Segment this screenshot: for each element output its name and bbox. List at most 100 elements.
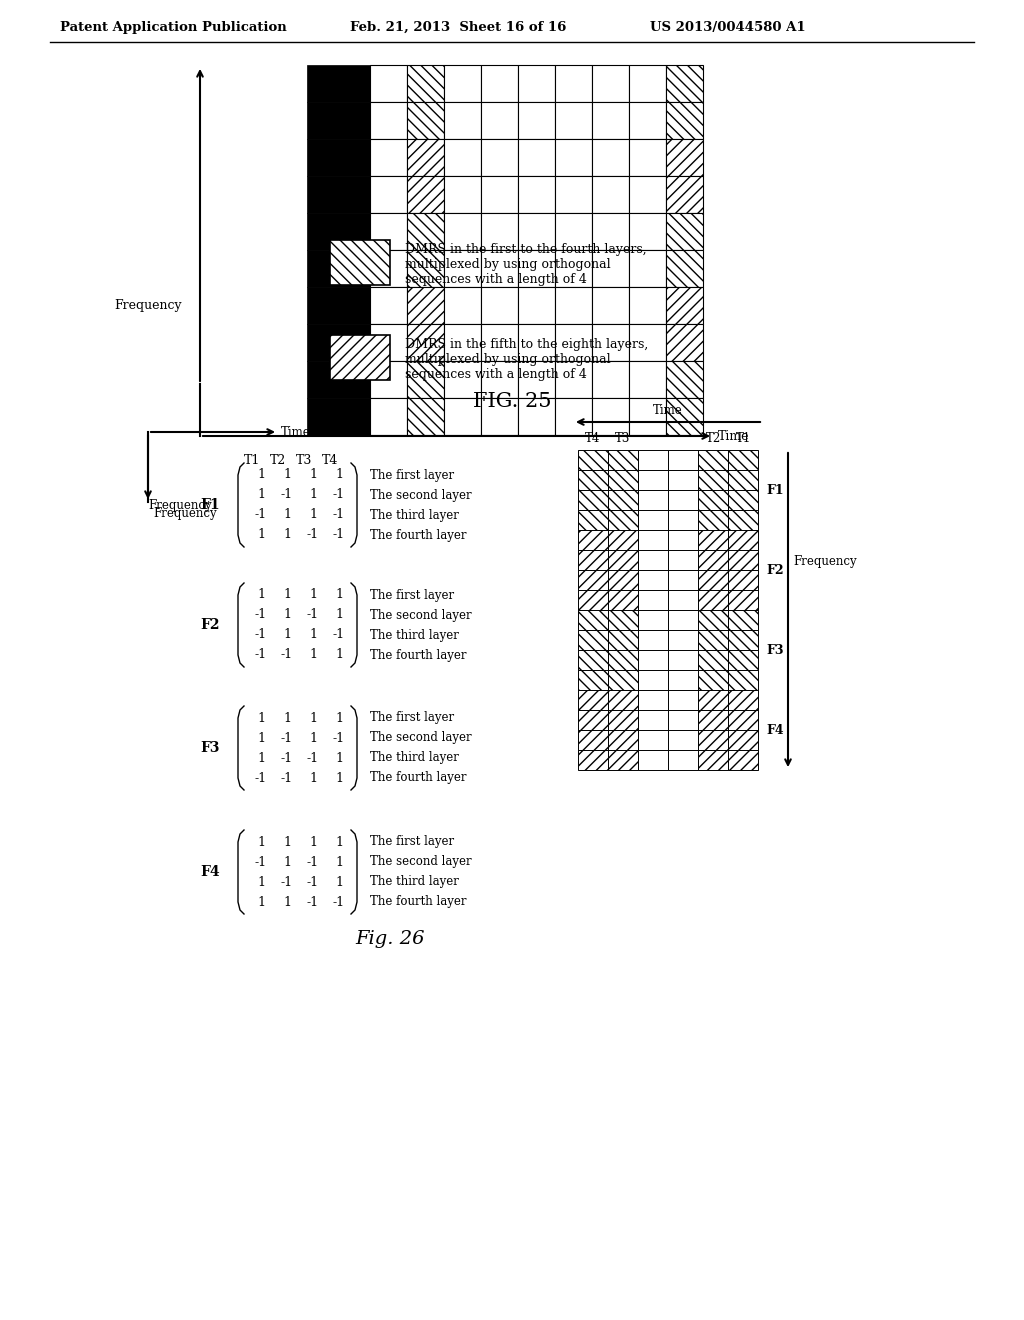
Bar (481, 102, 518, 139)
Text: -1: -1 (281, 731, 293, 744)
Bar (307, 176, 370, 213)
Bar (481, 323, 518, 360)
Bar (518, 360, 555, 399)
Text: 1: 1 (335, 836, 343, 849)
Bar (638, 730, 668, 750)
Bar (629, 399, 666, 436)
Bar (698, 690, 728, 710)
Bar (608, 610, 638, 630)
Bar (728, 671, 758, 690)
Bar (518, 323, 555, 360)
Bar (578, 531, 608, 550)
Text: 1: 1 (335, 711, 343, 725)
Bar (444, 360, 481, 399)
Text: 1: 1 (309, 488, 317, 502)
Bar (481, 176, 518, 213)
Bar (578, 710, 608, 730)
Bar (307, 323, 370, 360)
Bar (668, 730, 698, 750)
Bar (407, 176, 444, 213)
Bar (638, 490, 668, 510)
Bar (592, 102, 629, 139)
Bar (481, 360, 518, 399)
Text: F1: F1 (766, 483, 783, 496)
Text: -1: -1 (333, 895, 345, 908)
Bar (668, 450, 698, 470)
Text: -1: -1 (281, 648, 293, 661)
Bar (608, 730, 638, 750)
Bar (518, 286, 555, 323)
Bar (666, 286, 703, 323)
Bar (698, 450, 728, 470)
Bar (330, 335, 390, 380)
Text: -1: -1 (255, 508, 267, 521)
Text: -1: -1 (333, 488, 345, 502)
Text: -1: -1 (255, 771, 267, 784)
Text: F4: F4 (766, 723, 783, 737)
Bar (444, 139, 481, 176)
Bar (608, 750, 638, 770)
Bar (608, 671, 638, 690)
Bar (518, 102, 555, 139)
Text: Frequency: Frequency (148, 499, 212, 511)
Bar (728, 690, 758, 710)
Text: The first layer: The first layer (370, 469, 454, 482)
Bar (638, 750, 668, 770)
Bar (638, 570, 668, 590)
Bar (407, 286, 444, 323)
Bar (444, 176, 481, 213)
Bar (578, 470, 608, 490)
Text: -1: -1 (307, 528, 319, 541)
Bar (629, 176, 666, 213)
Bar (698, 710, 728, 730)
Bar (698, 510, 728, 531)
Text: -1: -1 (333, 528, 345, 541)
Text: T4: T4 (586, 432, 601, 445)
Bar (518, 176, 555, 213)
Text: Frequency: Frequency (793, 556, 857, 569)
Bar (407, 139, 444, 176)
Bar (481, 286, 518, 323)
Bar (728, 510, 758, 531)
Bar (608, 649, 638, 671)
Bar (608, 570, 638, 590)
Text: -1: -1 (255, 609, 267, 622)
Text: 1: 1 (335, 875, 343, 888)
Bar (444, 399, 481, 436)
Bar (666, 323, 703, 360)
Text: T3: T3 (615, 432, 631, 445)
Bar (668, 490, 698, 510)
Bar (578, 610, 608, 630)
Text: 1: 1 (283, 855, 291, 869)
Text: The first layer: The first layer (370, 836, 454, 849)
Bar (578, 750, 608, 770)
Bar (444, 65, 481, 102)
Bar (668, 671, 698, 690)
Bar (307, 360, 370, 399)
Text: DMRS in the first to the fourth layers,
multiplexed by using orthogonal
sequence: DMRS in the first to the fourth layers, … (406, 243, 646, 286)
Bar (608, 490, 638, 510)
Bar (407, 360, 444, 399)
Bar (698, 750, 728, 770)
Bar (578, 490, 608, 510)
Text: -1: -1 (333, 628, 345, 642)
Bar (518, 249, 555, 286)
Bar (638, 649, 668, 671)
Bar (668, 630, 698, 649)
Bar (629, 323, 666, 360)
Text: -1: -1 (333, 731, 345, 744)
Bar (555, 360, 592, 399)
Bar (638, 531, 668, 550)
Text: 1: 1 (257, 528, 265, 541)
Text: 1: 1 (257, 589, 265, 602)
Bar (728, 610, 758, 630)
Bar (666, 360, 703, 399)
Bar (608, 690, 638, 710)
Text: The fourth layer: The fourth layer (370, 895, 467, 908)
Bar (555, 102, 592, 139)
Bar (444, 323, 481, 360)
Text: The first layer: The first layer (370, 589, 454, 602)
Bar (592, 249, 629, 286)
Bar (370, 360, 407, 399)
Bar (407, 65, 444, 102)
